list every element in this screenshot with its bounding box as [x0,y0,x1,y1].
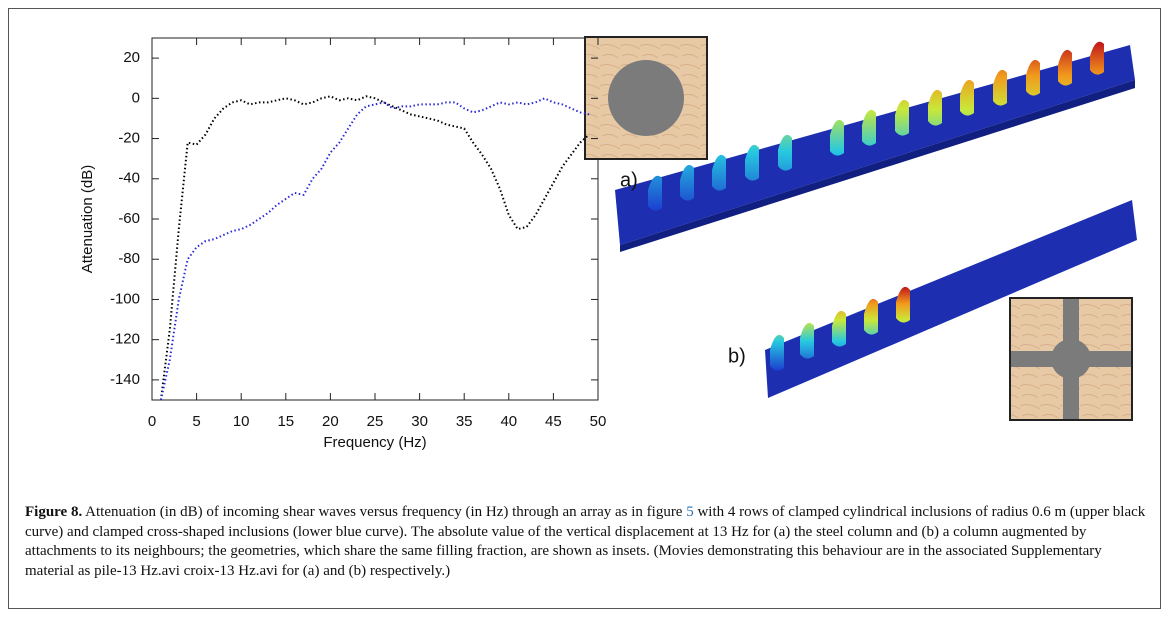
x-tick-label: 50 [590,413,607,430]
x-tick-label: 0 [148,413,156,430]
y-tick-label: 0 [132,89,140,106]
x-tick-label: 15 [277,413,294,430]
figure-frame [8,8,1161,609]
wave-field-a [648,41,1104,211]
figure-link[interactable]: 5 [686,504,694,520]
x-tick-label: 20 [322,413,339,430]
panel-label: a) [620,169,638,191]
inset-circle-shape [608,60,684,136]
y-tick-label: 20 [123,49,140,66]
inset-cross-shape [1011,299,1131,419]
y-tick-label: -100 [110,290,140,307]
column-a-side [620,80,1135,252]
x-tick-label: 10 [233,413,250,430]
x-tick-label: 40 [500,413,517,430]
column-b [765,200,1137,398]
data-line [159,97,590,401]
y-tick-label: -60 [118,210,140,227]
caption: Figure 8. Attenuation (in dB) of incomin… [25,503,1150,581]
x-tick-label: 45 [545,413,562,430]
y-axis-label: Attenuation (dB) [79,165,96,273]
y-tick-label: -120 [110,331,140,348]
y-tick-label: -80 [118,250,140,267]
caption-text: Attenuation (in dB) of incoming shear wa… [85,504,683,520]
y-tick-label: -140 [110,371,140,388]
wave-field-b [770,286,910,371]
chart: Attenuation (dB) Frequency (Hz) a) b) 20… [79,36,1137,451]
x-tick-label: 5 [192,413,200,430]
x-tick-label: 30 [411,413,428,430]
caption-text: with 4 rows of clamped cylindrical inclu… [25,504,1146,579]
plot-frame [151,37,599,401]
caption-label: Figure 8. [25,504,83,520]
y-tick-label: -20 [118,130,140,147]
x-tick-label: 25 [367,413,384,430]
x-axis-label: Frequency (Hz) [323,434,426,451]
y-tick-label: -40 [118,170,140,187]
x-tick-label: 35 [456,413,473,430]
panel-label: b) [728,345,746,367]
data-line [159,95,590,401]
